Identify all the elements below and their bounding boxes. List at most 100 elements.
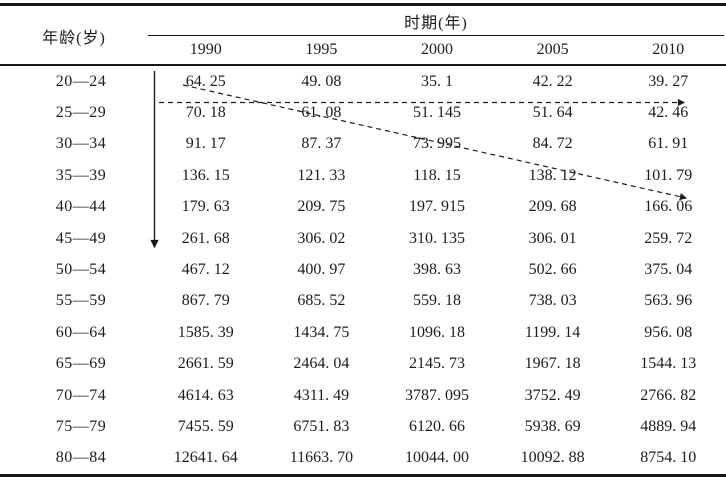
table-row: 55—59 867. 79 685. 52 559. 18 738. 03 563. 96 — [0, 286, 726, 317]
value-cell: 101. 79 — [644, 166, 693, 184]
year-header: 2000 — [420, 41, 453, 58]
value-cell: 2464. 04 — [293, 355, 350, 373]
age-group-label: 65—69 — [55, 355, 107, 373]
value-cell: 197. 915 — [408, 198, 465, 216]
header-body-rule — [0, 64, 726, 66]
value-cell: 61. 08 — [301, 104, 342, 122]
table-row: 45—49 261. 68 306. 02 310. 135 306. 01 259. 7… — [0, 223, 726, 254]
value-cell: 49. 08 — [301, 72, 342, 90]
table-row: 50—54 467. 12 400. 97 398. 63 502. 66 375. 04 — [0, 254, 726, 285]
value-cell: 209. 75 — [297, 198, 346, 216]
value-cell: 10044. 00 — [404, 449, 469, 467]
value-cell: 42. 22 — [532, 72, 573, 90]
period-header-rule — [148, 35, 724, 36]
table-row: 70—74 4614. 63 4311. 49 3787. 095 3752. 49 27… — [0, 380, 726, 411]
value-cell: 467. 12 — [181, 260, 230, 278]
value-cell: 179. 63 — [181, 198, 230, 216]
value-cell: 738. 03 — [528, 292, 577, 310]
value-cell: 4614. 63 — [177, 386, 234, 404]
table-row: 65—69 2661. 59 2464. 04 2145. 73 1967. 18 154… — [0, 348, 726, 379]
value-cell: 1434. 75 — [293, 323, 350, 341]
value-cell: 1096. 18 — [408, 323, 465, 341]
year-header: 2010 — [652, 41, 685, 58]
value-cell: 10092. 88 — [520, 449, 585, 467]
value-cell: 39. 27 — [648, 72, 689, 90]
table-row: 25—29 70. 18 61. 08 51. 145 51. 64 42. 46 — [0, 97, 726, 128]
value-cell: 1544. 13 — [640, 355, 697, 373]
age-group-label: 70—74 — [55, 386, 107, 404]
value-cell: 2766. 82 — [640, 386, 697, 404]
value-cell: 956. 08 — [644, 323, 693, 341]
value-cell: 35. 1 — [420, 72, 453, 90]
value-cell: 121. 33 — [297, 166, 346, 184]
bottom-border-rule — [0, 474, 726, 477]
table-row: 30—34 91. 17 87. 37 73. 995 84. 72 61. 91 — [0, 129, 726, 160]
value-cell: 5938. 69 — [524, 417, 581, 435]
value-cell: 166. 06 — [644, 198, 693, 216]
value-cell: 398. 63 — [412, 260, 461, 278]
value-cell: 261. 68 — [181, 229, 230, 247]
value-cell: 12641. 64 — [173, 449, 238, 467]
age-group-label: 55—59 — [55, 292, 107, 310]
value-cell: 87. 37 — [301, 135, 342, 153]
value-cell: 867. 79 — [181, 292, 230, 310]
year-header-row: 1990 1995 2000 2005 2010 — [148, 36, 726, 64]
age-group-label: 40—44 — [55, 198, 107, 216]
year-header: 1995 — [305, 41, 338, 58]
value-cell: 11663. 70 — [289, 449, 354, 467]
age-group-label: 35—39 — [55, 166, 107, 184]
year-header: 1990 — [189, 41, 222, 58]
age-group-label: 50—54 — [55, 260, 107, 278]
value-cell: 306. 02 — [297, 229, 346, 247]
table-row: 80—84 12641. 64 11663. 70 10044. 00 10092. 8… — [0, 443, 726, 474]
value-cell: 563. 96 — [644, 292, 693, 310]
value-cell: 375. 04 — [644, 260, 693, 278]
value-cell: 502. 66 — [528, 260, 577, 278]
age-group-label: 30—34 — [55, 135, 107, 153]
value-cell: 559. 18 — [412, 292, 461, 310]
age-group-label: 20—24 — [55, 72, 107, 90]
table-row: 20—24 64. 25 49. 08 35. 1 42. 22 39. 27 — [0, 66, 726, 97]
value-cell: 70. 18 — [185, 104, 226, 122]
age-group-label: 75—79 — [55, 417, 107, 435]
table-row: 40—44 179. 63 209. 75 197. 915 209. 68 166. 0… — [0, 192, 726, 223]
period-group-header: 时期(年) — [404, 15, 468, 32]
value-cell: 3787. 095 — [404, 386, 469, 404]
value-cell: 4311. 49 — [293, 386, 350, 404]
value-cell: 8754. 10 — [640, 449, 697, 467]
value-cell: 209. 68 — [528, 198, 577, 216]
value-cell: 7455. 59 — [177, 417, 234, 435]
value-cell: 1199. 14 — [524, 323, 581, 341]
table-row: 60—64 1585. 39 1434. 75 1096. 18 1199. 14 956… — [0, 317, 726, 348]
table-body: 20—24 64. 25 49. 08 35. 1 42. 22 39. 27 25—29 7… — [0, 66, 726, 474]
value-cell: 84. 72 — [532, 135, 573, 153]
top-border-rule — [0, 3, 726, 6]
year-header: 2005 — [536, 41, 569, 58]
age-column-header: 年龄(岁) — [42, 30, 106, 47]
age-group-label: 80—84 — [55, 449, 107, 467]
value-cell: 310. 135 — [408, 229, 465, 247]
table-row: 35—39 136. 15 121. 33 118. 15 138. 12 101. 79 — [0, 160, 726, 191]
value-cell: 400. 97 — [297, 260, 346, 278]
value-cell: 1967. 18 — [524, 355, 581, 373]
value-cell: 136. 15 — [181, 166, 230, 184]
value-cell: 2145. 73 — [408, 355, 465, 373]
value-cell: 4889. 94 — [640, 417, 697, 435]
value-cell: 259. 72 — [644, 229, 693, 247]
value-cell: 3752. 49 — [524, 386, 581, 404]
value-cell: 2661. 59 — [177, 355, 234, 373]
value-cell: 61. 91 — [648, 135, 689, 153]
value-cell: 42. 46 — [648, 104, 689, 122]
value-cell: 64. 25 — [185, 72, 226, 90]
age-group-label: 25—29 — [55, 104, 107, 122]
value-cell: 306. 01 — [528, 229, 577, 247]
value-cell: 138. 12 — [528, 166, 577, 184]
age-group-label: 45—49 — [55, 229, 107, 247]
value-cell: 51. 64 — [532, 104, 573, 122]
value-cell: 73. 995 — [412, 135, 461, 153]
value-cell: 51. 145 — [412, 104, 461, 122]
value-cell: 6751. 83 — [293, 417, 350, 435]
value-cell: 91. 17 — [185, 135, 226, 153]
table-row: 75—79 7455. 59 6751. 83 6120. 66 5938. 69 488… — [0, 411, 726, 442]
